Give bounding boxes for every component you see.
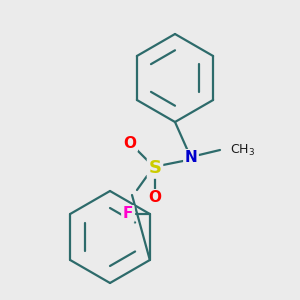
Text: N: N	[184, 151, 197, 166]
Text: F: F	[123, 206, 133, 221]
Text: O: O	[124, 136, 136, 151]
Text: S: S	[148, 159, 161, 177]
Text: CH$_3$: CH$_3$	[230, 142, 255, 158]
Text: O: O	[148, 190, 161, 206]
